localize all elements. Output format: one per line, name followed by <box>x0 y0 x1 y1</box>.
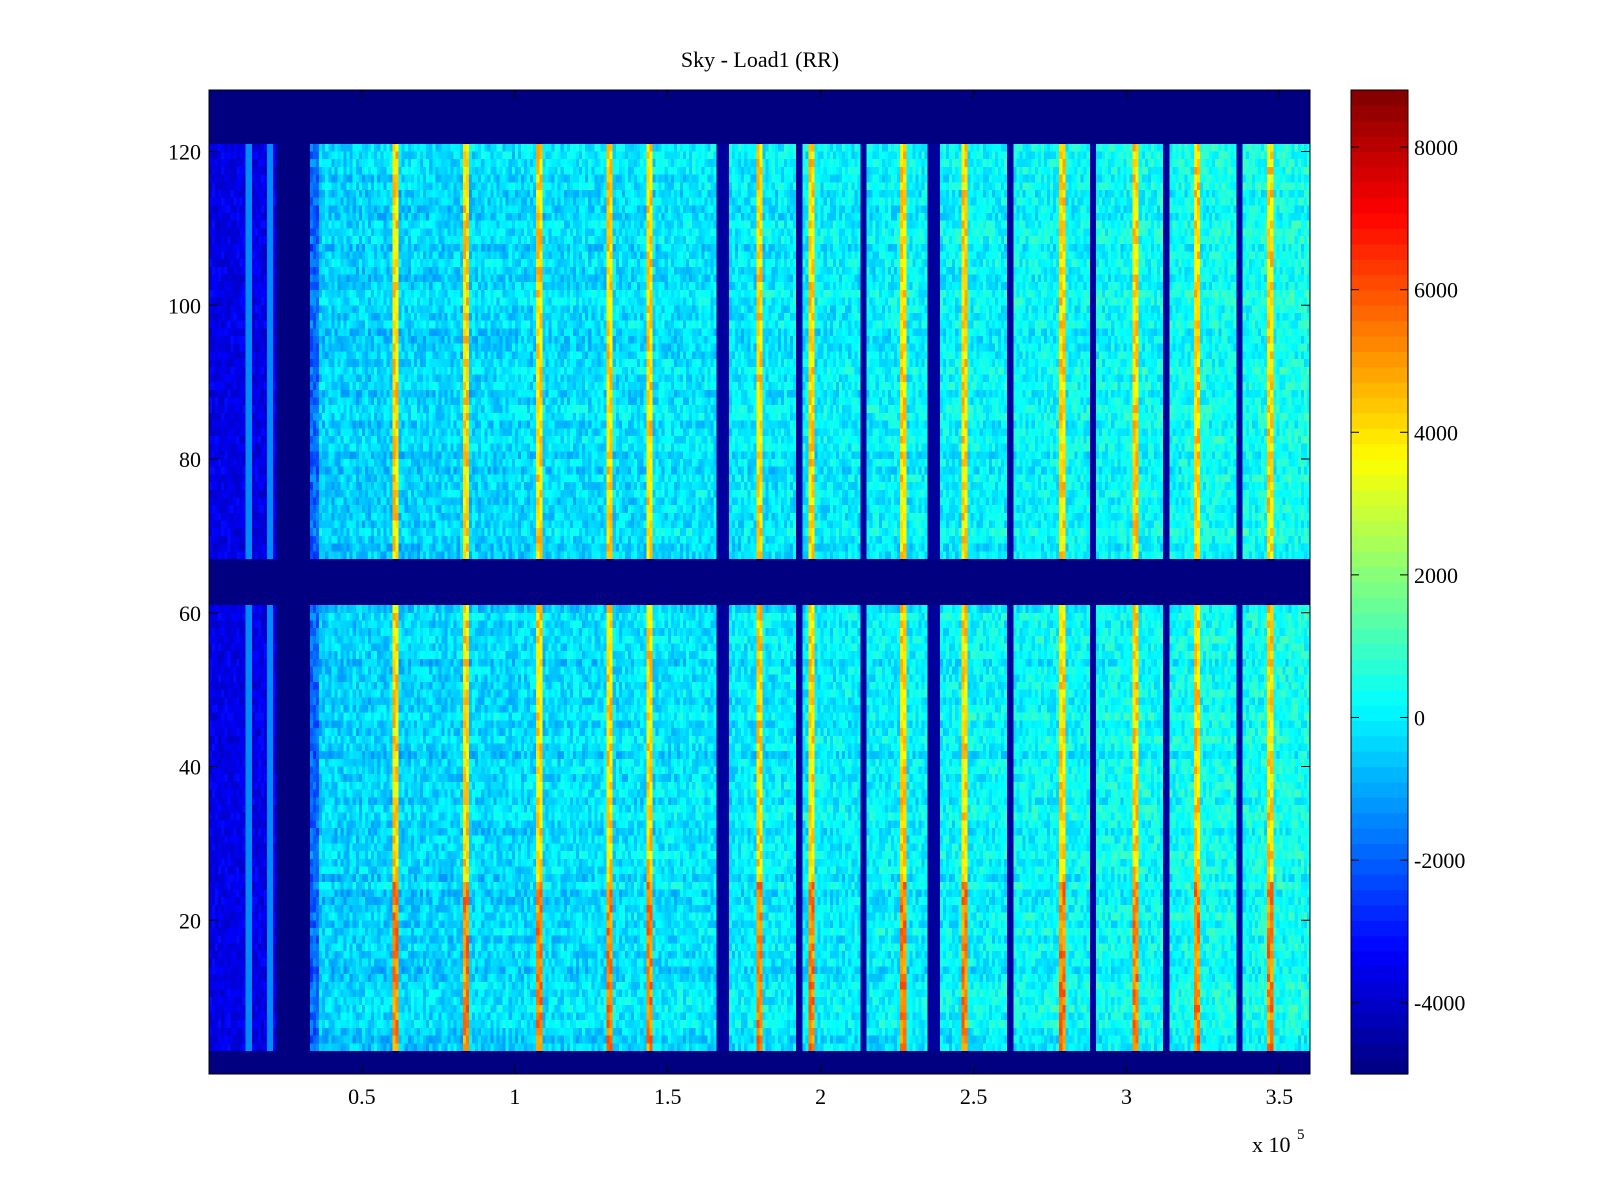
heatmap-plot-area <box>208 89 1311 1075</box>
chart-title: Sky - Load1 (RR) <box>681 47 839 72</box>
colorbar-step <box>1351 320 1408 337</box>
colorbar-step <box>1351 674 1408 691</box>
colorbar-step <box>1351 1027 1408 1044</box>
colorbar-step <box>1351 105 1408 122</box>
colorbar-step <box>1351 459 1408 475</box>
colorbar-step <box>1351 182 1408 199</box>
colorbar-step <box>1351 535 1408 552</box>
colorbar-step <box>1351 966 1408 983</box>
y-tick-label: 120 <box>168 140 201 165</box>
colorbar-tick-label: 8000 <box>1414 135 1458 160</box>
y-tick-label: 20 <box>179 908 201 933</box>
colorbar-step <box>1351 874 1408 891</box>
x-exponent-power: 5 <box>1297 1127 1305 1143</box>
colorbar-step <box>1351 720 1408 737</box>
colorbar-step <box>1351 643 1408 660</box>
colorbar-step <box>1351 197 1408 214</box>
colorbar-step <box>1351 566 1408 583</box>
colorbar-step <box>1351 474 1408 491</box>
colorbar-step <box>1351 920 1408 937</box>
colorbar-step <box>1351 781 1408 798</box>
colorbar-step <box>1351 166 1408 183</box>
colorbar: -4000 -2000 0 2000 4000 6000 8000 <box>1350 89 1465 1075</box>
plot-frame <box>208 89 1311 1075</box>
colorbar-step <box>1351 1043 1408 1060</box>
x-tick-label: 1 <box>509 1084 520 1109</box>
colorbar-frame <box>1350 89 1409 1075</box>
y-tick-label: 40 <box>179 755 201 780</box>
colorbar-step <box>1351 735 1408 752</box>
x-tick-label: 3 <box>1121 1084 1132 1109</box>
colorbar-step <box>1351 858 1408 875</box>
colorbar-step <box>1351 981 1408 998</box>
x-axis: 0.5 1 1.5 2 2.5 3 3.5 <box>348 90 1293 1109</box>
colorbar-tick-label: 2000 <box>1414 563 1458 588</box>
colorbar-step <box>1351 935 1408 952</box>
colorbar-step <box>1351 366 1408 383</box>
colorbar-tick-label: 6000 <box>1414 278 1458 303</box>
heatmap-image <box>209 90 1310 1074</box>
colorbar-step <box>1351 689 1408 706</box>
colorbar-tick-label: 4000 <box>1414 420 1458 445</box>
x-tick-label: 0.5 <box>348 1084 376 1109</box>
colorbar-step <box>1351 505 1408 522</box>
colorbar-tick-label: -4000 <box>1414 991 1465 1016</box>
colorbar-step <box>1351 705 1408 721</box>
colorbar-tick-label: 0 <box>1414 705 1425 730</box>
colorbar-step <box>1351 428 1408 445</box>
colorbar-step <box>1351 997 1408 1014</box>
colorbar-step <box>1351 751 1408 768</box>
colorbar-step <box>1351 951 1408 967</box>
colorbar-step <box>1351 1012 1408 1029</box>
colorbar-step <box>1351 90 1408 106</box>
colorbar-step <box>1351 443 1408 460</box>
colorbar-step <box>1351 336 1408 352</box>
colorbar-step <box>1351 412 1408 429</box>
colorbar-step <box>1351 889 1408 906</box>
colorbar-step <box>1351 828 1408 844</box>
colorbar-step <box>1351 351 1408 368</box>
colorbar-step <box>1351 597 1408 614</box>
colorbar-step <box>1351 612 1408 629</box>
colorbar-step <box>1351 382 1408 399</box>
colorbar-step <box>1351 843 1408 860</box>
x-tick-label: 2 <box>815 1084 826 1109</box>
colorbar-step <box>1351 797 1408 814</box>
y-tick-label: 80 <box>179 447 201 472</box>
colorbar-step <box>1351 1058 1408 1075</box>
y-tick-label: 60 <box>179 601 201 626</box>
colorbar-step <box>1351 136 1408 153</box>
x-tick-label: 1.5 <box>654 1084 682 1109</box>
x-tick-label: 3.5 <box>1266 1084 1294 1109</box>
x-exponent-label: x 10 <box>1252 1132 1291 1157</box>
colorbar-step <box>1351 259 1408 276</box>
colorbar-step <box>1351 582 1408 598</box>
colorbar-step <box>1351 305 1408 322</box>
colorbar-step <box>1351 551 1408 568</box>
colorbar-step <box>1351 274 1408 291</box>
colorbar-step <box>1351 151 1408 168</box>
x-tick-label: 2.5 <box>960 1084 988 1109</box>
colorbar-step <box>1351 289 1408 306</box>
colorbar-step <box>1351 243 1408 260</box>
colorbar-step <box>1351 397 1408 414</box>
colorbar-step <box>1351 228 1408 245</box>
colorbar-step <box>1351 489 1408 506</box>
colorbar-step <box>1351 213 1408 229</box>
colorbar-step <box>1351 520 1408 537</box>
y-axis: 20 40 60 80 100 120 <box>168 140 1310 933</box>
colorbar-step <box>1351 812 1408 829</box>
colorbar-step <box>1351 628 1408 645</box>
colorbar-step <box>1351 766 1408 783</box>
colorbar-step <box>1351 904 1408 921</box>
colorbar-step <box>1351 120 1408 137</box>
colorbar-tick-label: -2000 <box>1414 848 1465 873</box>
y-tick-label: 100 <box>168 293 201 318</box>
colorbar-step <box>1351 658 1408 675</box>
